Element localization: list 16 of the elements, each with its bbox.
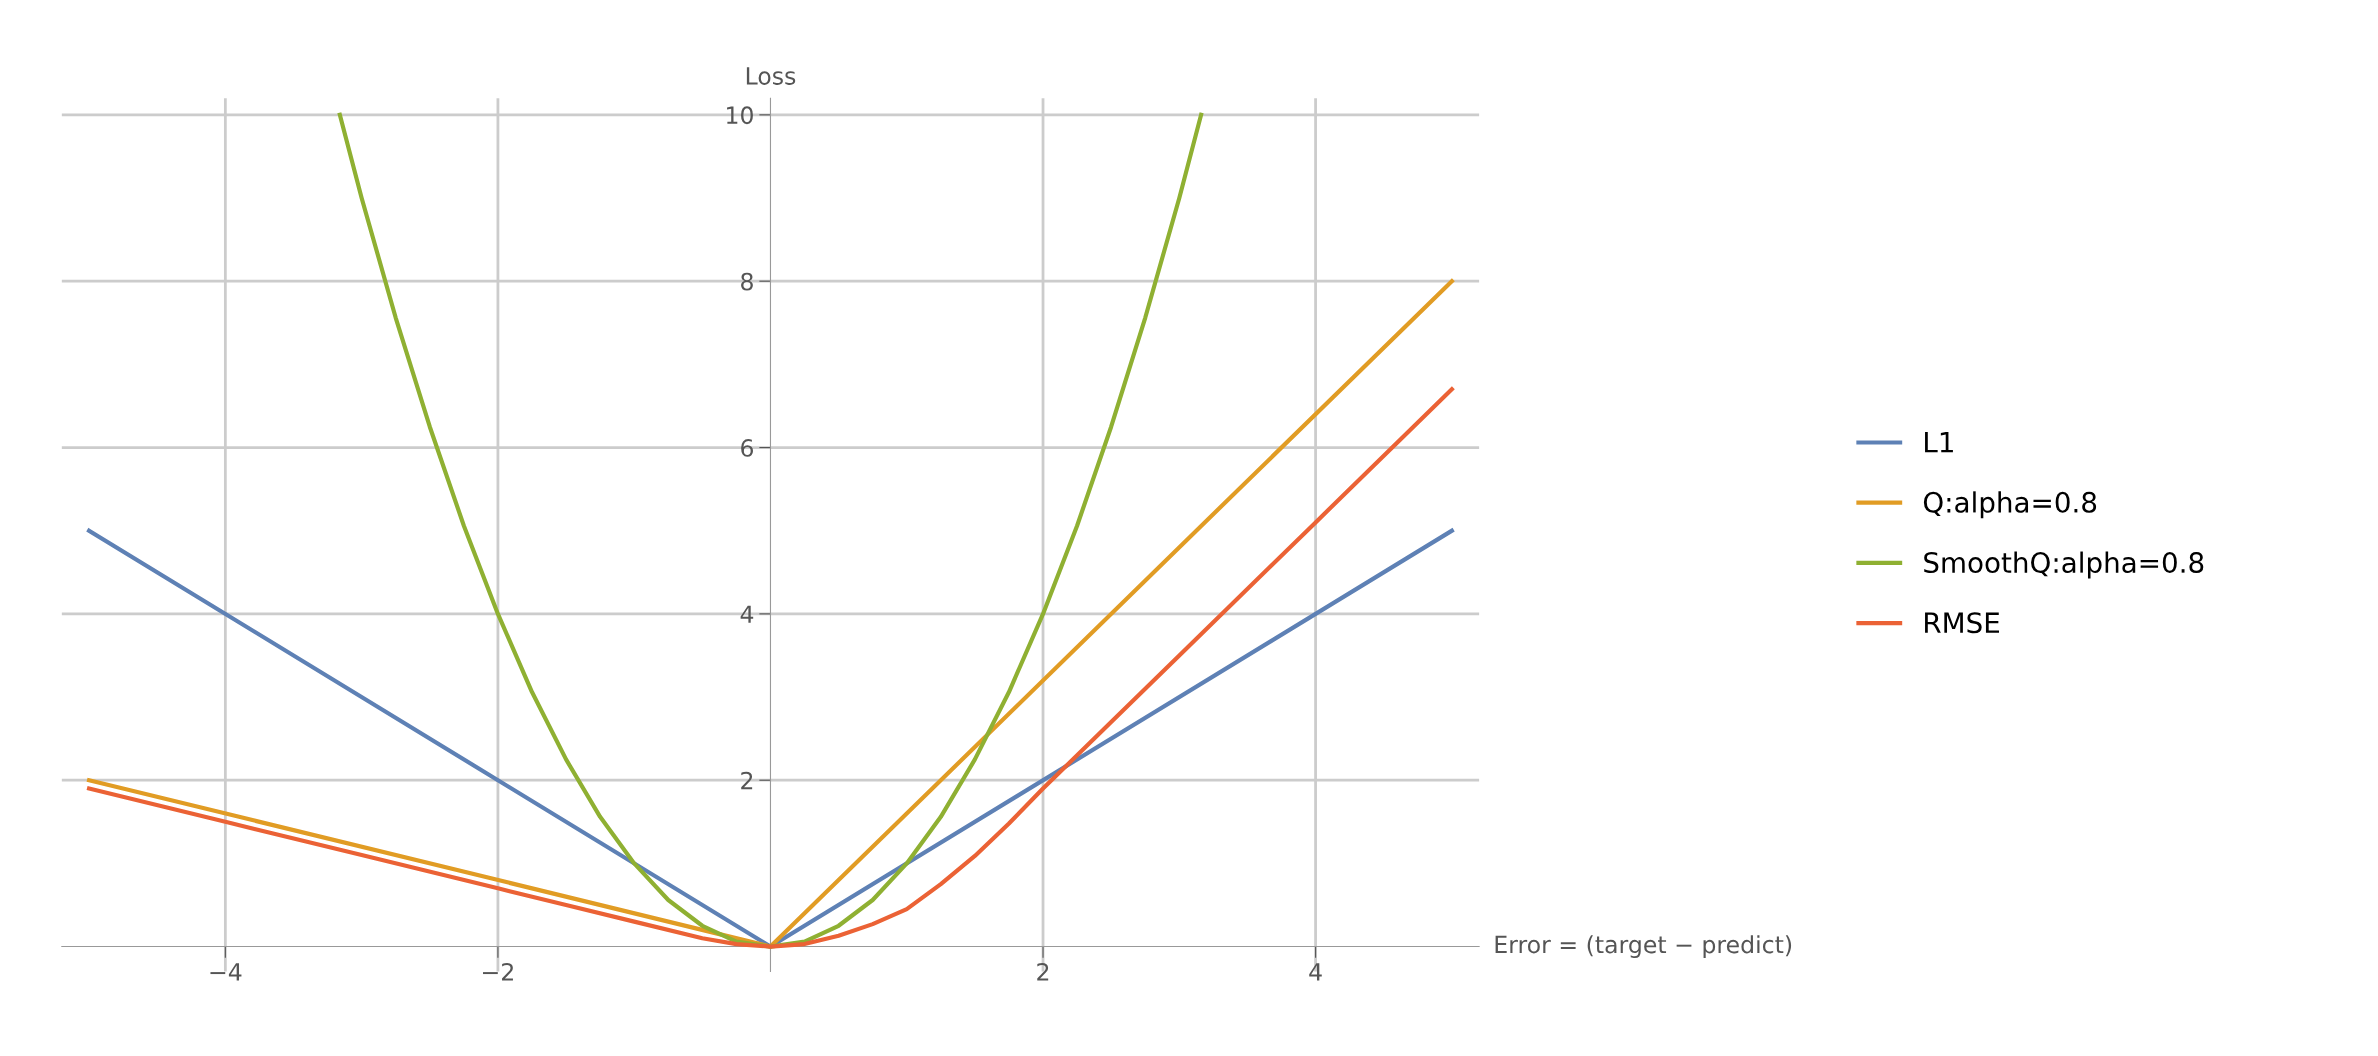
- y-axis-title: Loss: [746, 67, 796, 85]
- line-series: [86, 387, 1454, 949]
- y-tick-label: 6: [741, 438, 754, 457]
- x-tick-label: −2: [483, 962, 513, 981]
- x-tick-label: 4: [1309, 963, 1322, 981]
- y-tick-label: 2: [741, 771, 753, 790]
- legend-label: Q:alpha=0.8: [1923, 491, 2097, 519]
- y-tick-label: 8: [741, 272, 753, 291]
- x-tick-label: −4: [210, 963, 242, 981]
- legend-label: SmoothQ:alpha=0.8: [1924, 551, 2204, 579]
- legend-label: RMSE: [1925, 612, 1999, 634]
- x-tick-label: 2: [1037, 962, 1049, 981]
- y-tick-label: 10: [727, 106, 753, 125]
- x-axis-title: Error = (target − predict): [1495, 935, 1792, 958]
- y-tick-label: 4: [740, 605, 754, 623]
- legend-label: L1: [1925, 431, 1953, 453]
